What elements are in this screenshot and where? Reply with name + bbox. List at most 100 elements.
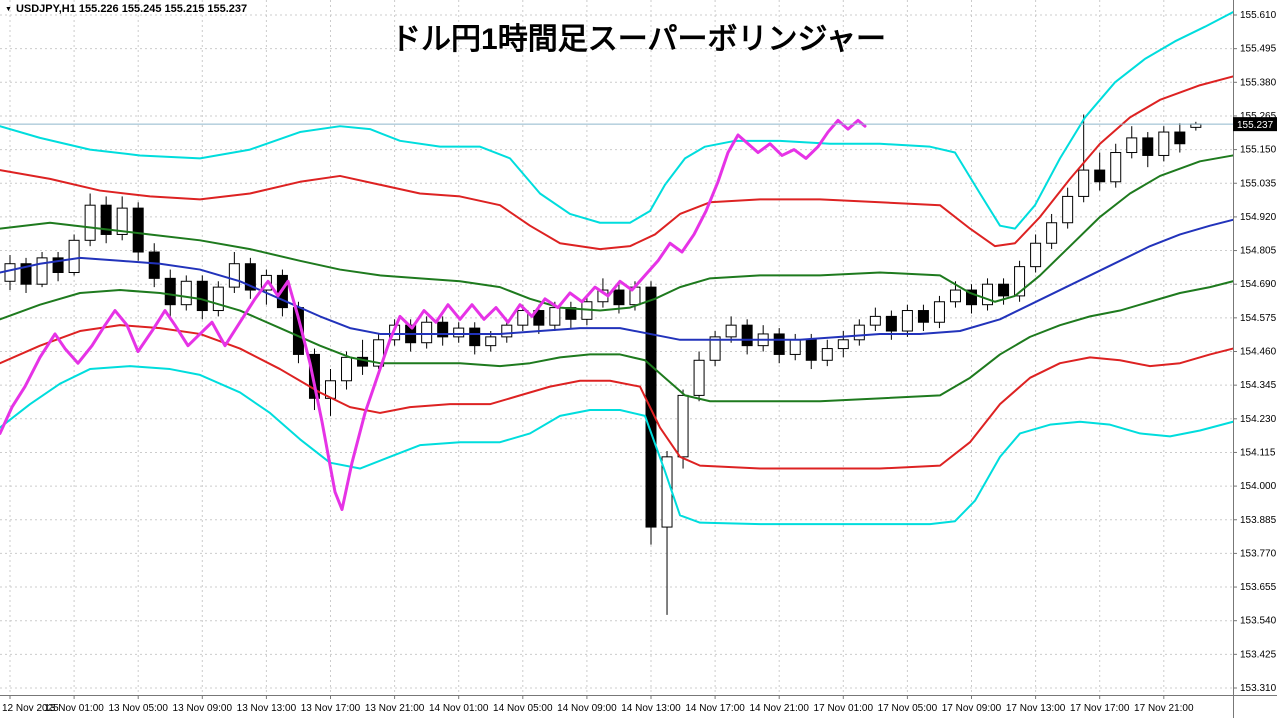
candle-down	[469, 327, 481, 347]
candle-up	[485, 336, 497, 347]
price-axis-label: 154.920	[1240, 212, 1277, 223]
candle-up	[501, 324, 513, 338]
candles-layer	[4, 114, 1202, 615]
candle-down	[1094, 169, 1106, 183]
time-axis-label: 14 Nov 01:00	[429, 703, 489, 714]
price-axis-label: 155.150	[1240, 145, 1277, 156]
candle-down	[132, 207, 144, 253]
candle-up	[1062, 195, 1074, 224]
candle-up	[1126, 137, 1138, 154]
candle-up	[853, 324, 865, 341]
candle-up	[1014, 266, 1026, 297]
time-axis-label: 14 Nov 21:00	[749, 703, 809, 714]
candle-up	[949, 289, 961, 303]
time-axis-label: 17 Nov 17:00	[1070, 703, 1130, 714]
time-axis-label: 12 Nov 2025	[2, 703, 59, 714]
candle-up	[1158, 131, 1170, 156]
lagging-span-line	[0, 118, 867, 512]
candle-up	[1046, 222, 1058, 244]
bollinger-plus2sigma-line	[0, 75, 1234, 251]
bollinger-minus2sigma-line	[0, 324, 1234, 470]
candle-up	[228, 263, 240, 288]
price-axis-label: 155.495	[1240, 44, 1277, 55]
candle-down	[998, 283, 1010, 297]
symbol-ohlc-text: USDJPY,H1 155.226 155.245 155.215 155.23…	[15, 3, 248, 15]
candle-down	[100, 204, 112, 235]
grid-layer	[0, 0, 1233, 695]
candle-up	[982, 283, 994, 306]
bollinger-plus1sigma-line	[0, 154, 1234, 312]
price-axis-label: 153.310	[1240, 683, 1277, 694]
candle-down	[437, 321, 449, 338]
current-price-badge: 155.237	[1233, 117, 1277, 132]
price-axis-label: 153.425	[1240, 649, 1277, 660]
time-axis-label: 13 Nov 09:00	[173, 703, 233, 714]
candle-up	[373, 339, 385, 367]
time-axis-label: 14 Nov 13:00	[621, 703, 681, 714]
candle-up	[116, 207, 128, 235]
candle-up	[180, 280, 192, 306]
price-axis-label: 153.655	[1240, 582, 1277, 593]
candle-down	[805, 339, 817, 361]
candle-up	[549, 307, 561, 326]
time-axis-label: 14 Nov 09:00	[557, 703, 617, 714]
candle-down	[613, 289, 625, 306]
candle-down	[1142, 137, 1154, 156]
bollinger-plus3sigma-line	[0, 11, 1234, 230]
candle-down	[917, 310, 929, 323]
price-axis-label: 155.035	[1240, 178, 1277, 189]
candle-down	[244, 263, 256, 291]
candle-up	[453, 327, 465, 338]
time-axis-label: 17 Nov 01:00	[814, 703, 874, 714]
candle-up	[869, 315, 881, 326]
price-axis-label: 155.265	[1240, 111, 1277, 122]
current-price-badge-label: 155.237	[1237, 120, 1274, 131]
price-axis-label: 154.460	[1240, 347, 1277, 358]
time-axis-label: 13 Nov 13:00	[237, 703, 297, 714]
price-axis-label: 155.610	[1240, 10, 1277, 21]
candle-up	[1030, 242, 1042, 268]
symbol-marker-icon: ▼	[5, 5, 12, 13]
candle-down	[741, 324, 753, 347]
price-axis-label: 154.345	[1240, 380, 1277, 391]
time-axis-label: 14 Nov 05:00	[493, 703, 553, 714]
candle-down	[52, 257, 64, 273]
candle-up	[821, 348, 833, 361]
price-axis-label: 153.540	[1240, 616, 1277, 627]
candle-up	[68, 239, 80, 273]
price-axis-label: 154.230	[1240, 414, 1277, 425]
symbol-info: ▼ USDJPY,H1 155.226 155.245 155.215 155.…	[5, 3, 247, 15]
candle-up	[725, 324, 737, 338]
candle-up	[1078, 169, 1090, 197]
price-axis[interactable]: 155.610 155.495 155.380 155.265 155.150 155.0…	[1233, 10, 1277, 694]
price-axis-label: 154.575	[1240, 313, 1277, 324]
chart-title: ドル円1時間足スーパーボリンジャー	[391, 23, 886, 56]
time-axis-label: 17 Nov 09:00	[942, 703, 1002, 714]
time-axis-label: 13 Nov 01:00	[44, 703, 104, 714]
time-axis-label: 13 Nov 05:00	[108, 703, 168, 714]
bollinger-minus3sigma-line	[0, 365, 1234, 526]
candle-down	[308, 353, 320, 399]
candle-up	[4, 263, 16, 282]
candle-down	[164, 277, 176, 306]
candle-down	[533, 310, 545, 326]
time-axis-label: 17 Nov 21:00	[1134, 703, 1194, 714]
candle-up	[693, 359, 705, 396]
time-axis-label: 14 Nov 17:00	[685, 703, 745, 714]
candle-down	[885, 315, 897, 332]
candle-up	[421, 321, 433, 344]
price-axis-label: 154.690	[1240, 279, 1277, 290]
price-axis-label: 155.380	[1240, 77, 1277, 88]
candle-up	[1110, 152, 1122, 183]
time-axis-label: 13 Nov 21:00	[365, 703, 425, 714]
price-axis-label: 154.115	[1240, 447, 1276, 458]
candle-down	[773, 333, 785, 355]
price-axis-label: 154.805	[1240, 246, 1277, 257]
candle-up	[901, 310, 913, 332]
candle-up	[84, 204, 96, 241]
candle-down	[20, 263, 32, 285]
candle-up	[341, 356, 353, 382]
